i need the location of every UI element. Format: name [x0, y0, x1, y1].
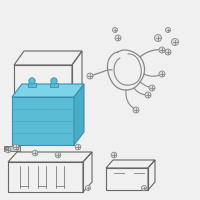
Circle shape	[159, 47, 165, 53]
Circle shape	[75, 144, 81, 150]
Polygon shape	[28, 83, 36, 87]
Circle shape	[86, 186, 90, 190]
Polygon shape	[74, 84, 84, 145]
Circle shape	[145, 92, 151, 98]
Circle shape	[29, 78, 35, 84]
Circle shape	[55, 152, 61, 158]
Polygon shape	[12, 84, 84, 97]
Circle shape	[159, 71, 165, 77]
Circle shape	[16, 147, 18, 150]
Circle shape	[115, 35, 121, 41]
Circle shape	[149, 85, 155, 91]
Circle shape	[172, 38, 179, 46]
Circle shape	[51, 78, 57, 84]
Circle shape	[87, 73, 93, 79]
Circle shape	[165, 49, 171, 55]
Circle shape	[133, 107, 139, 113]
Polygon shape	[12, 97, 74, 145]
Polygon shape	[50, 83, 58, 87]
Circle shape	[6, 147, 8, 150]
Circle shape	[13, 144, 19, 150]
Circle shape	[111, 152, 117, 158]
Circle shape	[142, 186, 146, 190]
Polygon shape	[4, 146, 20, 151]
Circle shape	[32, 150, 38, 156]
Circle shape	[112, 27, 118, 32]
Circle shape	[166, 27, 170, 32]
Circle shape	[5, 147, 11, 153]
Circle shape	[154, 34, 162, 42]
